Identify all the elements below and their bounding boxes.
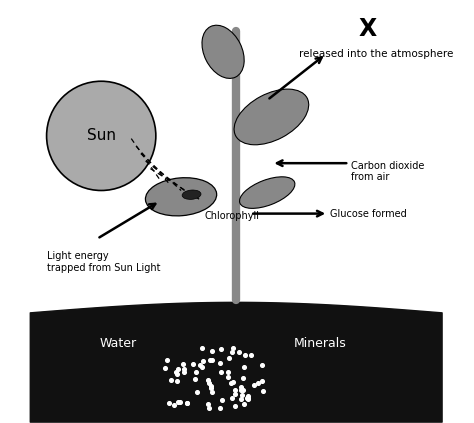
Text: Water: Water xyxy=(100,338,137,350)
Point xyxy=(247,352,255,359)
Point xyxy=(167,376,174,383)
Text: Glucose formed: Glucose formed xyxy=(330,209,407,219)
Point xyxy=(245,393,252,400)
Point xyxy=(173,377,181,384)
Point xyxy=(236,349,243,355)
Point xyxy=(231,386,239,393)
Point xyxy=(176,398,183,405)
Point xyxy=(239,374,247,381)
Ellipse shape xyxy=(202,25,244,78)
Point xyxy=(237,396,245,403)
Point xyxy=(231,391,238,398)
Point xyxy=(232,403,239,410)
Point xyxy=(172,368,180,375)
Point xyxy=(204,401,212,407)
Point xyxy=(209,388,216,395)
Point xyxy=(239,387,246,393)
Point xyxy=(228,379,235,386)
Text: Chlorophyll: Chlorophyll xyxy=(204,211,259,221)
Point xyxy=(240,364,247,371)
Point xyxy=(244,396,252,402)
Text: Sun: Sun xyxy=(87,128,116,143)
Text: Carbon dioxide
from air: Carbon dioxide from air xyxy=(351,161,425,182)
Point xyxy=(193,389,201,396)
Point xyxy=(217,345,225,352)
Point xyxy=(198,344,205,351)
Point xyxy=(242,352,249,358)
Point xyxy=(258,377,266,384)
Point xyxy=(208,357,215,363)
Point xyxy=(226,354,233,361)
Ellipse shape xyxy=(239,177,295,209)
Text: Light energy
trapped from Sun Light: Light energy trapped from Sun Light xyxy=(46,251,160,273)
Point xyxy=(173,371,181,377)
Ellipse shape xyxy=(146,178,217,216)
Point xyxy=(183,400,191,407)
Point xyxy=(258,362,265,368)
Point xyxy=(237,384,245,390)
Point xyxy=(251,382,258,388)
Circle shape xyxy=(46,81,156,190)
Point xyxy=(218,369,225,376)
Point xyxy=(244,395,251,402)
Point xyxy=(180,360,187,367)
Point xyxy=(198,364,205,371)
Point xyxy=(196,362,204,368)
Point xyxy=(180,366,188,373)
Point xyxy=(224,374,232,381)
Point xyxy=(181,369,188,376)
Point xyxy=(225,368,232,375)
Point xyxy=(218,396,226,403)
Point xyxy=(229,379,237,385)
Point xyxy=(200,358,207,365)
Point xyxy=(205,380,212,387)
Point xyxy=(245,395,252,401)
Point xyxy=(192,369,200,376)
Point xyxy=(206,356,213,363)
Point xyxy=(205,404,213,411)
Point xyxy=(217,360,224,367)
Ellipse shape xyxy=(234,89,309,145)
Point xyxy=(174,366,182,373)
Point xyxy=(190,360,197,367)
Point xyxy=(237,387,245,394)
Point xyxy=(165,400,173,407)
Point xyxy=(191,375,199,382)
Point xyxy=(161,365,169,371)
Point xyxy=(170,402,178,409)
Text: X: X xyxy=(359,16,377,41)
Point xyxy=(174,399,182,406)
Point xyxy=(207,385,214,392)
Point xyxy=(228,349,236,355)
Point xyxy=(240,400,247,407)
Point xyxy=(254,380,262,387)
Point xyxy=(208,347,216,354)
Point xyxy=(205,377,212,384)
Point xyxy=(208,383,215,390)
Point xyxy=(229,345,237,352)
Point xyxy=(238,392,246,399)
Text: released into the atmosphere: released into the atmosphere xyxy=(299,49,454,59)
Text: Minerals: Minerals xyxy=(293,338,346,350)
Ellipse shape xyxy=(182,190,201,199)
Point xyxy=(183,400,191,407)
Point xyxy=(216,404,224,411)
Point xyxy=(164,356,171,363)
Point xyxy=(228,395,236,401)
Point xyxy=(259,388,266,395)
